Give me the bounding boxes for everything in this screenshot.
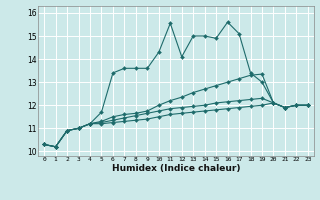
X-axis label: Humidex (Indice chaleur): Humidex (Indice chaleur) xyxy=(112,164,240,173)
